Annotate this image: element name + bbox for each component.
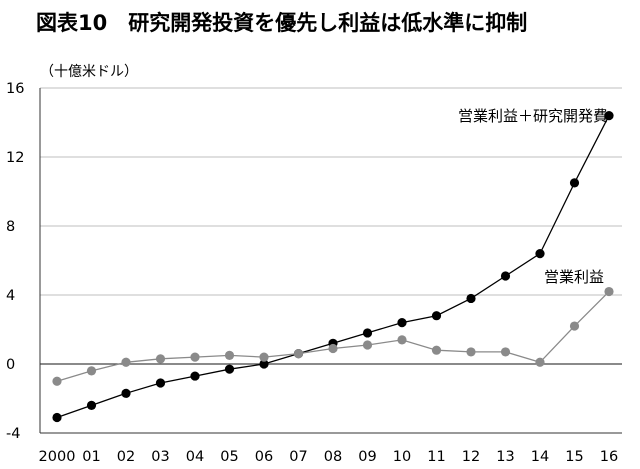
data-point	[121, 388, 131, 398]
data-point	[535, 357, 545, 367]
y-tick-label: -4	[6, 426, 20, 442]
x-tick-label: 12	[462, 449, 480, 465]
data-point	[604, 286, 614, 297]
series-line	[56, 291, 610, 382]
data-point	[569, 178, 580, 188]
data-point	[155, 378, 166, 388]
data-point	[431, 311, 442, 321]
data-point	[362, 340, 373, 350]
x-tick-label: 05	[220, 449, 238, 465]
data-point	[86, 366, 97, 376]
data-point	[466, 347, 476, 357]
data-point	[190, 352, 200, 362]
y-tick-label: 16	[6, 81, 24, 97]
data-point	[500, 271, 511, 281]
series-2	[52, 286, 614, 386]
x-tick-label: 06	[255, 449, 273, 465]
x-tick-label: 15	[565, 449, 583, 465]
data-point	[328, 343, 338, 354]
y-tick-label: 8	[6, 219, 15, 235]
data-point	[259, 359, 269, 369]
x-tick-label: 04	[186, 449, 204, 465]
x-tick-label: 11	[427, 449, 445, 465]
y-tick-label: 4	[6, 288, 15, 304]
x-tick-label: 02	[117, 449, 135, 465]
x-tick-label: 07	[289, 449, 307, 465]
x-tick-label: 03	[151, 449, 169, 465]
data-point	[535, 249, 545, 259]
gridlines	[40, 87, 622, 434]
data-point	[466, 293, 476, 304]
x-tick-label: 01	[82, 449, 100, 465]
x-tick-label: 10	[393, 449, 411, 465]
x-tick-label: 16	[600, 449, 618, 465]
data-point	[569, 321, 580, 331]
data-point	[86, 400, 97, 410]
x-tick-label: 09	[358, 449, 376, 465]
data-point	[224, 364, 235, 374]
x-tick-label: 13	[496, 449, 514, 465]
data-point	[259, 352, 269, 362]
series-label-2: 営業利益	[544, 268, 604, 286]
data-point	[397, 318, 407, 328]
series-line	[56, 115, 610, 419]
data-point	[397, 335, 407, 345]
data-point	[431, 345, 442, 355]
y-axis-unit-label: （十億米ドル）	[40, 64, 138, 80]
chart-title: 図表10 研究開発投資を優先し利益は低水準に抑制	[36, 11, 527, 35]
x-tick-label: 08	[324, 449, 342, 465]
data-point	[224, 350, 235, 360]
data-point	[604, 111, 614, 121]
data-point	[293, 349, 304, 359]
series-label-1: 営業利益＋研究開発費	[458, 107, 608, 125]
data-point	[52, 412, 62, 423]
series-group	[52, 111, 614, 423]
data-point	[155, 354, 166, 364]
y-tick-label: 0	[6, 357, 15, 373]
x-tick-label: 14	[531, 449, 549, 465]
data-point	[362, 328, 373, 338]
data-point	[190, 371, 200, 381]
y-tick-label: 12	[6, 150, 24, 166]
data-point	[121, 357, 131, 367]
data-point	[500, 347, 511, 357]
data-point	[52, 376, 62, 386]
series-1	[52, 111, 614, 423]
x-tick-label: 2000	[39, 449, 76, 465]
